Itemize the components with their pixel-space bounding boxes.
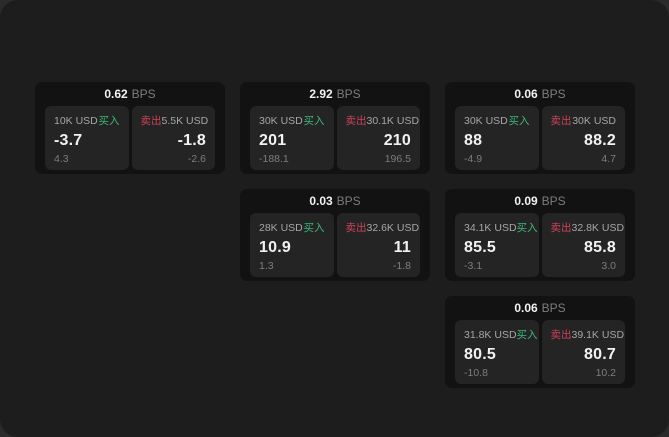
buy-sub-value: -188.1: [259, 152, 289, 165]
sell-amount: 32.8K USD: [571, 221, 625, 234]
card-header: 0.09 BPS: [445, 189, 635, 213]
card-header: 0.62 BPS: [35, 82, 225, 106]
quote-card: 0.06 BPS 31.8K USD 买入 80.5 -10.8 卖出 39.1K…: [445, 296, 635, 388]
buy-amount: 31.8K USD: [464, 328, 517, 341]
buy-price: 88: [464, 131, 483, 149]
bps-value: 0.03: [309, 194, 333, 208]
buy-price: 80.5: [464, 345, 496, 363]
quote-card: 0.62 BPS 10K USD 买入 -3.7 4.3 卖出 5.5K USD …: [35, 82, 225, 174]
buy-amount: 10K USD: [54, 114, 98, 127]
card-header: 2.92 BPS: [240, 82, 430, 106]
buy-side-label: 买入: [303, 222, 325, 234]
buy-tile[interactable]: 10K USD 买入 -3.7 4.3: [45, 106, 129, 170]
buy-price: 85.5: [464, 238, 496, 256]
card-body: 30K USD 买入 88 -4.9 卖出 30K USD 88.2 4.7: [445, 106, 635, 170]
bps-unit: BPS: [131, 87, 156, 101]
sell-side-label: 卖出: [550, 115, 572, 127]
bps-unit: BPS: [336, 87, 361, 101]
buy-sub-value: 1.3: [259, 259, 274, 272]
buy-amount: 34.1K USD: [464, 221, 517, 234]
sell-price: 210: [383, 131, 411, 149]
card-body: 10K USD 买入 -3.7 4.3 卖出 5.5K USD -1.8 -2.…: [35, 106, 225, 170]
sell-side-label: 卖出: [550, 222, 572, 234]
buy-sub-value: -4.9: [464, 152, 483, 165]
buy-tile[interactable]: 31.8K USD 买入 80.5 -10.8: [455, 320, 539, 384]
bps-unit: BPS: [541, 194, 566, 208]
sell-sub-value: -1.8: [392, 259, 411, 272]
sell-tile[interactable]: 卖出 32.8K USD 85.8 3.0: [541, 213, 625, 277]
buy-tile[interactable]: 28K USD 买入 10.9 1.3: [250, 213, 334, 277]
bps-unit: BPS: [541, 87, 566, 101]
buy-price: -3.7: [54, 131, 83, 149]
buy-side-label: 买入: [98, 115, 120, 127]
card-header: 0.06 BPS: [445, 296, 635, 320]
sell-side-label: 卖出: [345, 222, 367, 234]
sell-amount: 30K USD: [572, 114, 616, 127]
buy-side-label: 买入: [516, 329, 538, 341]
quote-card: 0.09 BPS 34.1K USD 买入 85.5 -3.1 卖出 32.8K …: [445, 189, 635, 281]
sell-price: -1.8: [177, 131, 206, 149]
bps-value: 0.09: [514, 194, 538, 208]
buy-price: 10.9: [259, 238, 291, 256]
sell-tile[interactable]: 卖出 39.1K USD 80.7 10.2: [541, 320, 625, 384]
sell-price: 85.8: [584, 238, 616, 256]
buy-sub-value: 4.3: [54, 152, 69, 165]
buy-price: 201: [259, 131, 287, 149]
sell-sub-value: 196.5: [384, 152, 411, 165]
sell-amount: 39.1K USD: [571, 328, 625, 341]
bps-value: 0.62: [104, 87, 128, 101]
quote-card: 2.92 BPS 30K USD 买入 201 -188.1 卖出 30.1K U…: [240, 82, 430, 174]
card-body: 30K USD 买入 201 -188.1 卖出 30.1K USD 210 1…: [240, 106, 430, 170]
bps-value: 0.06: [514, 87, 538, 101]
sell-side-label: 卖出: [345, 115, 367, 127]
buy-tile[interactable]: 30K USD 买入 201 -188.1: [250, 106, 334, 170]
bps-value: 2.92: [309, 87, 333, 101]
sell-tile[interactable]: 卖出 30.1K USD 210 196.5: [336, 106, 420, 170]
buy-amount: 30K USD: [259, 114, 303, 127]
sell-sub-value: 10.2: [595, 366, 616, 379]
sell-side-label: 卖出: [140, 115, 162, 127]
card-body: 34.1K USD 买入 85.5 -3.1 卖出 32.8K USD 85.8…: [445, 213, 635, 277]
sell-tile[interactable]: 卖出 32.6K USD 11 -1.8: [336, 213, 420, 277]
bps-unit: BPS: [336, 194, 361, 208]
buy-amount: 30K USD: [464, 114, 508, 127]
sell-sub-value: 3.0: [601, 259, 616, 272]
sell-side-label: 卖出: [550, 329, 572, 341]
buy-amount: 28K USD: [259, 221, 303, 234]
bps-unit: BPS: [541, 301, 566, 315]
sell-amount: 5.5K USD: [161, 114, 209, 127]
sell-amount: 32.6K USD: [366, 221, 420, 234]
buy-tile[interactable]: 34.1K USD 买入 85.5 -3.1: [455, 213, 539, 277]
sell-amount: 30.1K USD: [366, 114, 420, 127]
buy-tile[interactable]: 30K USD 买入 88 -4.9: [455, 106, 539, 170]
sell-sub-value: 4.7: [601, 152, 616, 165]
card-body: 31.8K USD 买入 80.5 -10.8 卖出 39.1K USD 80.…: [445, 320, 635, 384]
buy-sub-value: -10.8: [464, 366, 488, 379]
card-header: 0.06 BPS: [445, 82, 635, 106]
sell-tile[interactable]: 卖出 5.5K USD -1.8 -2.6: [131, 106, 215, 170]
card-body: 28K USD 买入 10.9 1.3 卖出 32.6K USD 11 -1.8: [240, 213, 430, 277]
bps-value: 0.06: [514, 301, 538, 315]
sell-price: 11: [393, 238, 411, 256]
card-header: 0.03 BPS: [240, 189, 430, 213]
buy-side-label: 买入: [508, 115, 530, 127]
buy-side-label: 买入: [516, 222, 538, 234]
quote-card: 0.06 BPS 30K USD 买入 88 -4.9 卖出 30K USD 88…: [445, 82, 635, 174]
sell-sub-value: -2.6: [187, 152, 206, 165]
sell-price: 88.2: [584, 131, 616, 149]
sell-price: 80.7: [584, 345, 616, 363]
sell-tile[interactable]: 卖出 30K USD 88.2 4.7: [541, 106, 625, 170]
buy-sub-value: -3.1: [464, 259, 483, 272]
buy-side-label: 买入: [303, 115, 325, 127]
quote-card: 0.03 BPS 28K USD 买入 10.9 1.3 卖出 32.6K USD…: [240, 189, 430, 281]
